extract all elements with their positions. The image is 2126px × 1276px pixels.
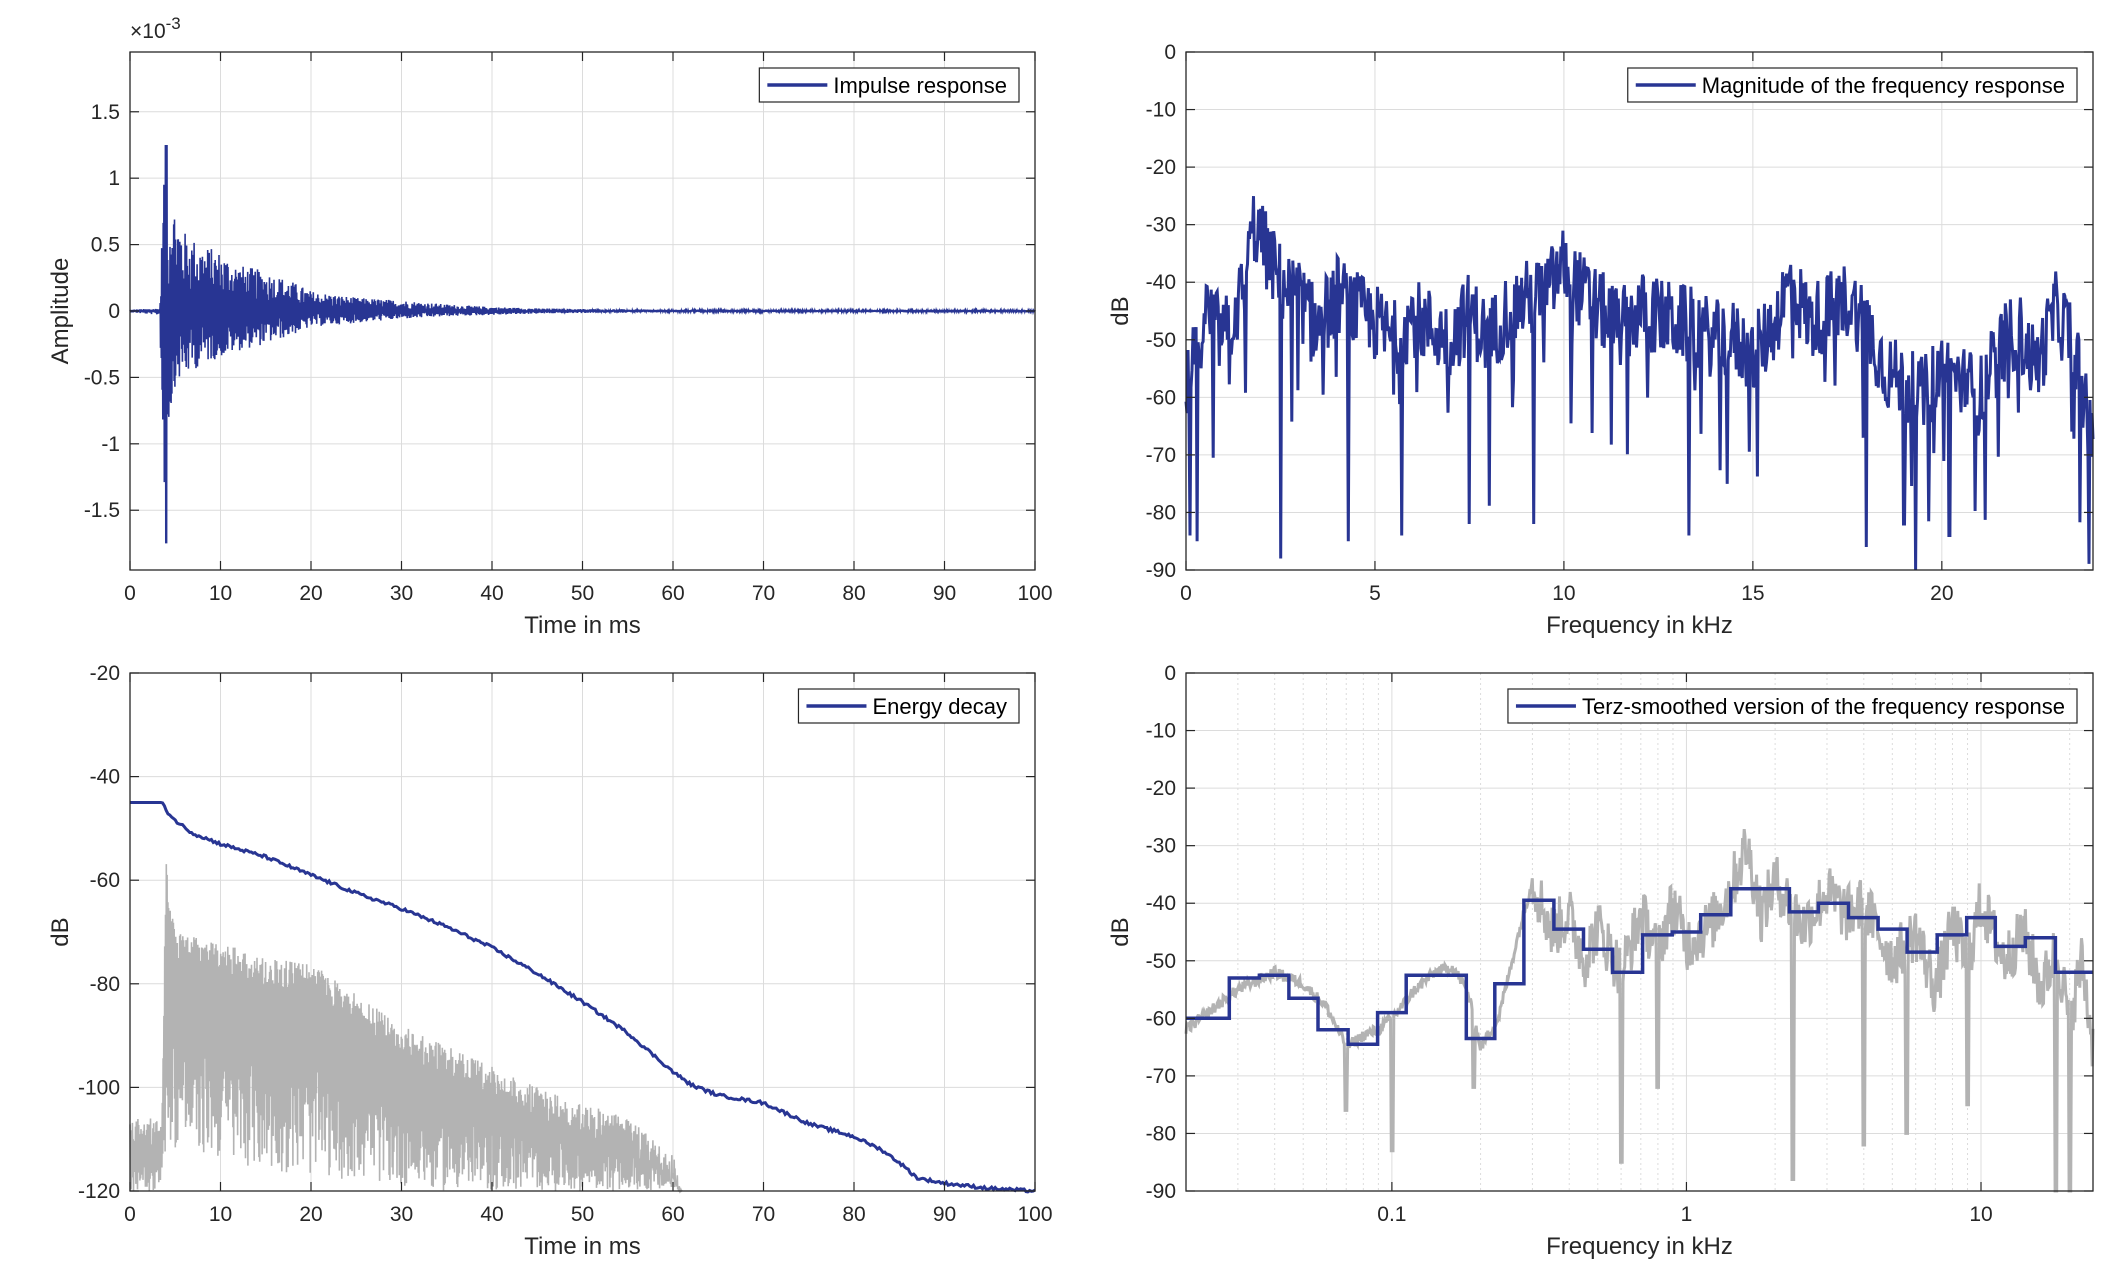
x-tick-label: 90 [933, 1203, 956, 1226]
x-tick-label: 100 [1017, 1203, 1052, 1226]
x-tick-label: 30 [390, 582, 413, 605]
y-tick-label: -30 [1146, 214, 1176, 237]
y-tick-label: -20 [1146, 156, 1176, 179]
y-tick-label: -10 [1146, 99, 1176, 122]
y-axis-label: dB [1107, 296, 1134, 325]
legend-label: Magnitude of the frequency response [1702, 73, 2065, 98]
y-tick-label: -20 [90, 662, 120, 685]
legend-label: Impulse response [833, 73, 1007, 98]
y-tick-label: -40 [1146, 271, 1176, 294]
x-tick-label: 10 [209, 582, 232, 605]
x-tick-label: 50 [571, 1203, 594, 1226]
x-tick-label: 60 [661, 582, 684, 605]
legend: Impulse response [758, 67, 1020, 103]
legend: Energy decay [797, 688, 1020, 724]
y-tick-label: -0.5 [84, 366, 120, 389]
y-tick-label: -1 [101, 433, 120, 456]
x-tick-label: 20 [299, 582, 322, 605]
y-tick-label: -60 [1146, 386, 1176, 409]
x-tick-label: 20 [1930, 582, 1953, 605]
y-tick-label: -100 [78, 1076, 120, 1099]
y-tick-label: 0 [1164, 662, 1176, 685]
y-tick-label: -90 [1146, 559, 1176, 582]
y-tick-label: 0 [108, 300, 120, 323]
y-tick-label: 0.5 [91, 234, 120, 257]
y-tick-label: -80 [1146, 1122, 1176, 1145]
x-tick-label: 20 [299, 1203, 322, 1226]
exponent-base: ×10 [130, 20, 166, 43]
x-tick-label: 5 [1369, 582, 1381, 605]
x-tick-label: 40 [480, 582, 503, 605]
x-axis-label: Frequency in kHz [1546, 1233, 1733, 1260]
x-tick-label: 70 [752, 1203, 775, 1226]
y-tick-label: -90 [1146, 1180, 1176, 1203]
y-tick-label: -70 [1146, 444, 1176, 467]
y-tick-label: -40 [90, 766, 120, 789]
chart-1: 0 10 20 30 40 50 60 70 80 90 100 -1.5 -1 -0.5 0 0.5 1 1.5… [47, 14, 1053, 639]
x-tick-label: 10 [1969, 1203, 1992, 1226]
x-tick-label: 0 [124, 582, 136, 605]
chart-3: 0 10 20 30 40 50 60 70 80 90 100 -20 -40 -60 -80 -100 -1… [47, 662, 1053, 1260]
x-tick-label: 90 [933, 582, 956, 605]
y-tick-label: -20 [1146, 777, 1176, 800]
x-tick-label: 70 [752, 582, 775, 605]
x-tick-label: 40 [480, 1203, 503, 1226]
x-axis-label: Frequency in kHz [1546, 612, 1733, 639]
exponent-power: -3 [166, 14, 181, 33]
x-tick-label: 50 [571, 582, 594, 605]
y-tick-label: 1 [108, 167, 120, 190]
y-tick-label: -1.5 [84, 499, 120, 522]
x-tick-label: 100 [1017, 582, 1052, 605]
terz-smoothed-line [1186, 887, 2093, 1046]
y-tick-label: -50 [1146, 329, 1176, 352]
magnitude-line [1184, 196, 2095, 571]
x-tick-label: 1 [1681, 1203, 1693, 1226]
y-axis-exponent: ×10-3 [130, 14, 181, 43]
legend-box [1507, 688, 2078, 724]
y-tick-label: -60 [90, 869, 120, 892]
x-axis-label: Time in ms [524, 1233, 640, 1260]
x-tick-label: 0 [1180, 582, 1192, 605]
y-axis-label: dB [47, 917, 74, 946]
x-tick-label: 15 [1741, 582, 1764, 605]
x-tick-label: 0.1 [1377, 1203, 1406, 1226]
y-tick-label: -70 [1146, 1065, 1176, 1088]
x-tick-label: 80 [842, 1203, 865, 1226]
x-tick-label: 10 [1552, 582, 1575, 605]
x-tick-label: 10 [209, 1203, 232, 1226]
y-tick-label: -50 [1146, 950, 1176, 973]
x-axis-label: Time in ms [524, 612, 640, 639]
axes-frame [1185, 51, 2094, 571]
energy-background-line [129, 864, 683, 1194]
legend: Terz-smoothed version of the frequency r… [1507, 688, 2078, 724]
y-axis-label: dB [1107, 917, 1134, 946]
y-tick-label: -80 [1146, 501, 1176, 524]
x-tick-label: 0 [124, 1203, 136, 1226]
y-tick-label: -60 [1146, 1007, 1176, 1030]
impulse-response-line [129, 144, 1036, 544]
chart-4: 0.1 1 10 0 -10 -20 -30 -40 -50 -60 -70 -80 -90 Freque… [1107, 662, 2095, 1260]
axes-frame [1185, 672, 2094, 1192]
y-tick-label: 1.5 [91, 101, 120, 124]
legend-label: Terz-smoothed version of the frequency r… [1582, 694, 2065, 719]
y-tick-label: -120 [78, 1180, 120, 1203]
y-axis-label: Amplitude [47, 258, 74, 365]
y-tick-label: -80 [90, 973, 120, 996]
x-tick-label: 80 [842, 582, 865, 605]
legend-box [1627, 67, 2078, 103]
energy-decay-line [130, 801, 1036, 1194]
y-tick-label: -10 [1146, 720, 1176, 743]
y-tick-label: -30 [1146, 835, 1176, 858]
x-tick-label: 60 [661, 1203, 684, 1226]
x-tick-label: 30 [390, 1203, 413, 1226]
chart-2: 0 5 10 15 20 0 -10 -20 -30 -40 -50 -60 -70 -80 -90 Freq… [1107, 41, 2095, 639]
y-tick-label: -40 [1146, 892, 1176, 915]
legend: Magnitude of the frequency response [1627, 67, 2078, 103]
y-tick-label: 0 [1164, 41, 1176, 64]
legend-label: Energy decay [872, 694, 1007, 719]
